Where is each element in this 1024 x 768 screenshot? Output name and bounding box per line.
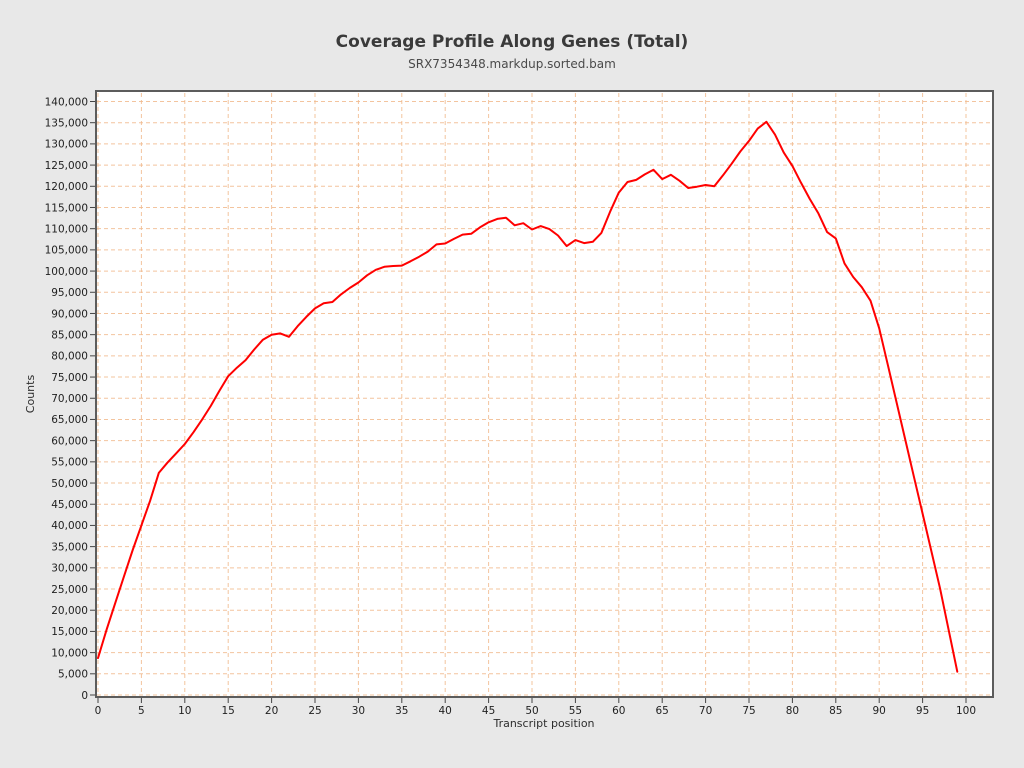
y-tick-label: 30,000	[51, 563, 88, 575]
x-tick-label: 30	[352, 705, 365, 717]
x-tick-label: 65	[656, 705, 669, 717]
y-tick-label: 15,000	[51, 626, 88, 638]
x-tick-label: 5	[138, 705, 145, 717]
x-tick-label: 100	[956, 705, 976, 717]
y-tick-label: 140,000	[45, 96, 88, 108]
x-tick-label: 55	[569, 705, 582, 717]
chart-subtitle: SRX7354348.markdup.sorted.bam	[408, 57, 616, 71]
y-tick-label: 10,000	[51, 647, 88, 659]
plot-panel	[95, 90, 994, 698]
x-tick-label: 20	[265, 705, 278, 717]
x-tick-label: 50	[525, 705, 538, 717]
y-tick-label: 5,000	[58, 669, 88, 681]
y-axis-label: Counts	[24, 375, 37, 414]
x-tick-label: 95	[916, 705, 929, 717]
x-tick-label: 10	[178, 705, 191, 717]
x-tick-label: 0	[95, 705, 102, 717]
y-tick-label: 95,000	[51, 287, 88, 299]
x-tick-label: 90	[873, 705, 886, 717]
y-tick-label: 100,000	[45, 266, 88, 278]
y-tick-label: 20,000	[51, 605, 88, 617]
y-tick-label: 55,000	[51, 457, 88, 469]
y-tick-label: 90,000	[51, 308, 88, 320]
y-tick-label: 70,000	[51, 393, 88, 405]
y-tick-label: 85,000	[51, 329, 88, 341]
x-tick-label: 40	[439, 705, 452, 717]
x-tick-label: 60	[612, 705, 625, 717]
y-tick-label: 65,000	[51, 414, 88, 426]
y-tick-label: 135,000	[45, 117, 88, 129]
y-tick-label: 35,000	[51, 541, 88, 553]
y-tick-label: 110,000	[45, 223, 88, 235]
y-tick-label: 105,000	[45, 245, 88, 257]
x-tick-label: 45	[482, 705, 495, 717]
axis-ticks	[90, 101, 967, 703]
y-tick-label: 75,000	[51, 372, 88, 384]
y-tick-label: 25,000	[51, 584, 88, 596]
y-tick-label: 125,000	[45, 160, 88, 172]
x-tick-label: 25	[308, 705, 321, 717]
y-tick-label: 60,000	[51, 435, 88, 447]
y-tick-label: 115,000	[45, 202, 88, 214]
page-title: Coverage Profile Along Genes (Total)	[336, 32, 689, 52]
x-tick-label: 85	[829, 705, 842, 717]
x-axis-label: Transcript position	[492, 717, 594, 730]
gridlines	[97, 93, 992, 696]
coverage-line	[97, 120, 959, 673]
x-tick-label: 15	[222, 705, 235, 717]
x-tick-label: 75	[742, 705, 755, 717]
y-tick-label: 80,000	[51, 351, 88, 363]
x-tick-label: 35	[395, 705, 408, 717]
y-tick-label: 120,000	[45, 181, 88, 193]
x-tick-label: 70	[699, 705, 712, 717]
y-tick-label: 130,000	[45, 139, 88, 151]
y-tick-label: 0	[81, 690, 88, 702]
x-tick-label: 80	[786, 705, 799, 717]
y-tick-label: 50,000	[51, 478, 88, 490]
y-tick-label: 45,000	[51, 499, 88, 511]
y-tick-label: 40,000	[51, 520, 88, 532]
axis-tick-labels: 0 5 10 15 20 25 30 35 40 45 50 55 60 65 70 75 80 85 90 95 10…	[45, 96, 976, 717]
